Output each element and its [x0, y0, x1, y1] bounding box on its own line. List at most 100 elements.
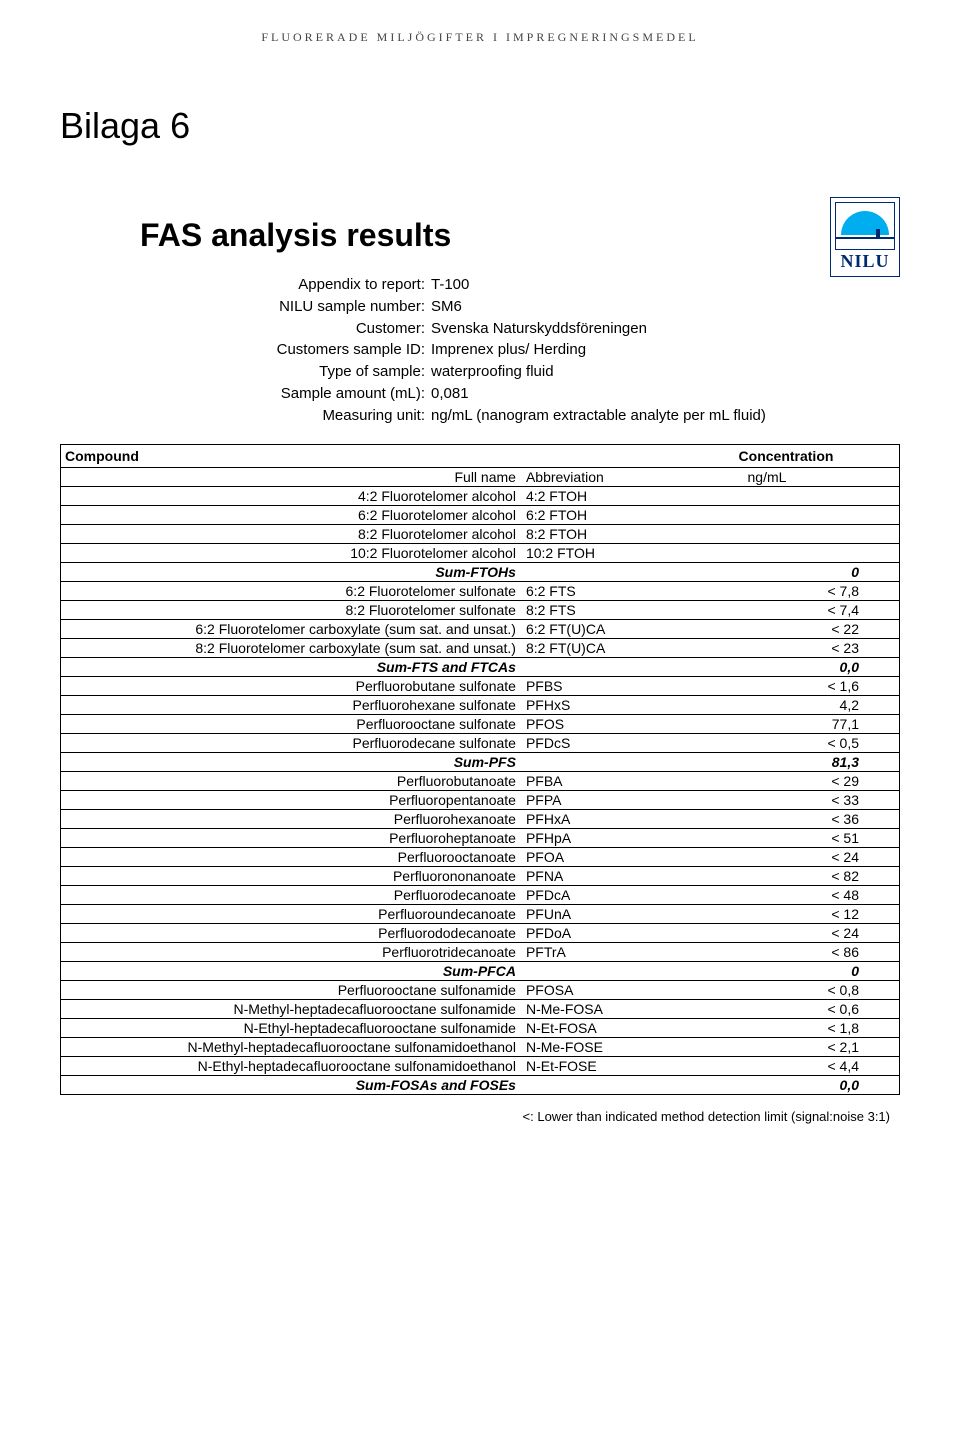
- concentration-value: < 48: [673, 886, 900, 905]
- meta-value: T-100: [431, 274, 900, 296]
- compound-name: N-Methyl-heptadecafluorooctane sulfonami…: [61, 1038, 522, 1057]
- compound-abbr: PFPA: [522, 791, 673, 810]
- compound-abbr: 8:2 FTOH: [522, 525, 673, 544]
- report-title: FAS analysis results: [140, 217, 900, 254]
- meta-label: NILU sample number:: [200, 296, 431, 318]
- compound-name: Perfluorodecanoate: [61, 886, 522, 905]
- meta-row: Customers sample ID:Imprenex plus/ Herdi…: [200, 339, 900, 361]
- concentration-value: < 86: [673, 943, 900, 962]
- concentration-value: 0,0: [673, 1076, 900, 1095]
- concentration-value: < 24: [673, 924, 900, 943]
- meta-value: Svenska Naturskyddsföreningen: [431, 318, 900, 340]
- compound-name: Sum-PFCA: [61, 962, 522, 981]
- compound-abbr: 6:2 FT(U)CA: [522, 620, 673, 639]
- table-row: PerfluorododecanoatePFDoA< 24: [61, 924, 900, 943]
- concentration-value: < 4,4: [673, 1057, 900, 1076]
- nilu-logo-text: NILU: [840, 251, 889, 272]
- compound-abbr: 8:2 FT(U)CA: [522, 639, 673, 658]
- meta-label: Customer:: [200, 318, 431, 340]
- meta-row: Sample amount (mL):0,081: [200, 383, 900, 405]
- table-row: PerfluorohexanoatePFHxA< 36: [61, 810, 900, 829]
- concentration-value: < 7,8: [673, 582, 900, 601]
- table-row: Perfluorooctane sulfonatePFOS77,1: [61, 715, 900, 734]
- concentration-value: < 2,1: [673, 1038, 900, 1057]
- compound-abbr: PFBS: [522, 677, 673, 696]
- compound-abbr: PFUnA: [522, 905, 673, 924]
- table-row: Perfluorodecane sulfonatePFDcS< 0,5: [61, 734, 900, 753]
- compound-name: Perfluorododecanoate: [61, 924, 522, 943]
- concentration-value: < 33: [673, 791, 900, 810]
- compound-abbr: N-Me-FOSA: [522, 1000, 673, 1019]
- table-row: N-Ethyl-heptadecafluorooctane sulfonamid…: [61, 1057, 900, 1076]
- compound-name: N-Ethyl-heptadecafluorooctane sulfonamid…: [61, 1019, 522, 1038]
- compound-abbr: PFNA: [522, 867, 673, 886]
- compound-abbr: PFOA: [522, 848, 673, 867]
- concentration-value: < 1,8: [673, 1019, 900, 1038]
- compound-name: Perfluorooctane sulfonate: [61, 715, 522, 734]
- compound-abbr: N-Et-FOSA: [522, 1019, 673, 1038]
- table-row: 8:2 Fluorotelomer alcohol8:2 FTOH: [61, 525, 900, 544]
- table-row: Perfluorohexane sulfonatePFHxS4,2: [61, 696, 900, 715]
- compound-name: Perfluorooctane sulfonamide: [61, 981, 522, 1000]
- concentration-value: 77,1: [673, 715, 900, 734]
- concentration-value: 0: [673, 563, 900, 582]
- compound-abbr: 6:2 FTOH: [522, 506, 673, 525]
- meta-label: Sample amount (mL):: [200, 383, 431, 405]
- concentration-value: < 22: [673, 620, 900, 639]
- concentration-value: < 0,6: [673, 1000, 900, 1019]
- concentration-value: 0,0: [673, 658, 900, 677]
- concentration-value: < 51: [673, 829, 900, 848]
- compound-abbr: [522, 563, 673, 582]
- table-row: 6:2 Fluorotelomer alcohol6:2 FTOH: [61, 506, 900, 525]
- table-row: Sum-FOSAs and FOSEs0,0: [61, 1076, 900, 1095]
- meta-label: Type of sample:: [200, 361, 431, 383]
- compound-abbr: PFOSA: [522, 981, 673, 1000]
- compound-abbr: PFDoA: [522, 924, 673, 943]
- document-page: FLUORERADE MILJÖGIFTER I IMPREGNERINGSME…: [0, 0, 960, 1164]
- compound-name: Perfluoroheptanoate: [61, 829, 522, 848]
- meta-label: Appendix to report:: [200, 274, 431, 296]
- table-row: 6:2 Fluorotelomer sulfonate6:2 FTS< 7,8: [61, 582, 900, 601]
- concentration-value: [673, 544, 900, 563]
- compound-abbr: 10:2 FTOH: [522, 544, 673, 563]
- concentration-value: < 82: [673, 867, 900, 886]
- compound-abbr: [522, 962, 673, 981]
- compound-name: 6:2 Fluorotelomer alcohol: [61, 506, 522, 525]
- concentration-value: 81,3: [673, 753, 900, 772]
- concentration-value: < 23: [673, 639, 900, 658]
- results-table: Compound Concentration Full name Abbrevi…: [60, 444, 900, 1095]
- concentration-value: < 1,6: [673, 677, 900, 696]
- table-row: 4:2 Fluorotelomer alcohol4:2 FTOH: [61, 487, 900, 506]
- compound-abbr: PFDcS: [522, 734, 673, 753]
- meta-value: waterproofing fluid: [431, 361, 900, 383]
- table-row: PerfluorooctanoatePFOA< 24: [61, 848, 900, 867]
- compound-abbr: PFBA: [522, 772, 673, 791]
- table-row: Perfluorooctane sulfonamidePFOSA< 0,8: [61, 981, 900, 1000]
- concentration-value: 0: [673, 962, 900, 981]
- table-row: 8:2 Fluorotelomer carboxylate (sum sat. …: [61, 639, 900, 658]
- appendix-heading: Bilaga 6: [60, 105, 900, 147]
- compound-abbr: PFTrA: [522, 943, 673, 962]
- concentration-value: < 36: [673, 810, 900, 829]
- concentration-value: < 24: [673, 848, 900, 867]
- nilu-logo-icon: [835, 202, 895, 250]
- compound-name: Perfluorobutanoate: [61, 772, 522, 791]
- meta-row: Appendix to report:T-100: [200, 274, 900, 296]
- concentration-value: < 7,4: [673, 601, 900, 620]
- table-row: PerfluorodecanoatePFDcA< 48: [61, 886, 900, 905]
- meta-row: Customer:Svenska Naturskyddsföreningen: [200, 318, 900, 340]
- compound-name: 4:2 Fluorotelomer alcohol: [61, 487, 522, 506]
- head-concentration: Concentration: [673, 445, 900, 468]
- table-row: PerfluorotridecanoatePFTrA< 86: [61, 943, 900, 962]
- table-row: Sum-FTOHs 0: [61, 563, 900, 582]
- compound-abbr: PFHxA: [522, 810, 673, 829]
- compound-name: Perfluorononanoate: [61, 867, 522, 886]
- concentration-value: [673, 525, 900, 544]
- concentration-value: [673, 506, 900, 525]
- compound-name: Perfluorotridecanoate: [61, 943, 522, 962]
- compound-name: 8:2 Fluorotelomer alcohol: [61, 525, 522, 544]
- report-meta: Appendix to report:T-100NILU sample numb…: [200, 274, 900, 426]
- table-row: N-Ethyl-heptadecafluorooctane sulfonamid…: [61, 1019, 900, 1038]
- meta-value: ng/mL (nanogram extractable analyte per …: [431, 405, 900, 427]
- compound-name: Sum-FTOHs: [61, 563, 522, 582]
